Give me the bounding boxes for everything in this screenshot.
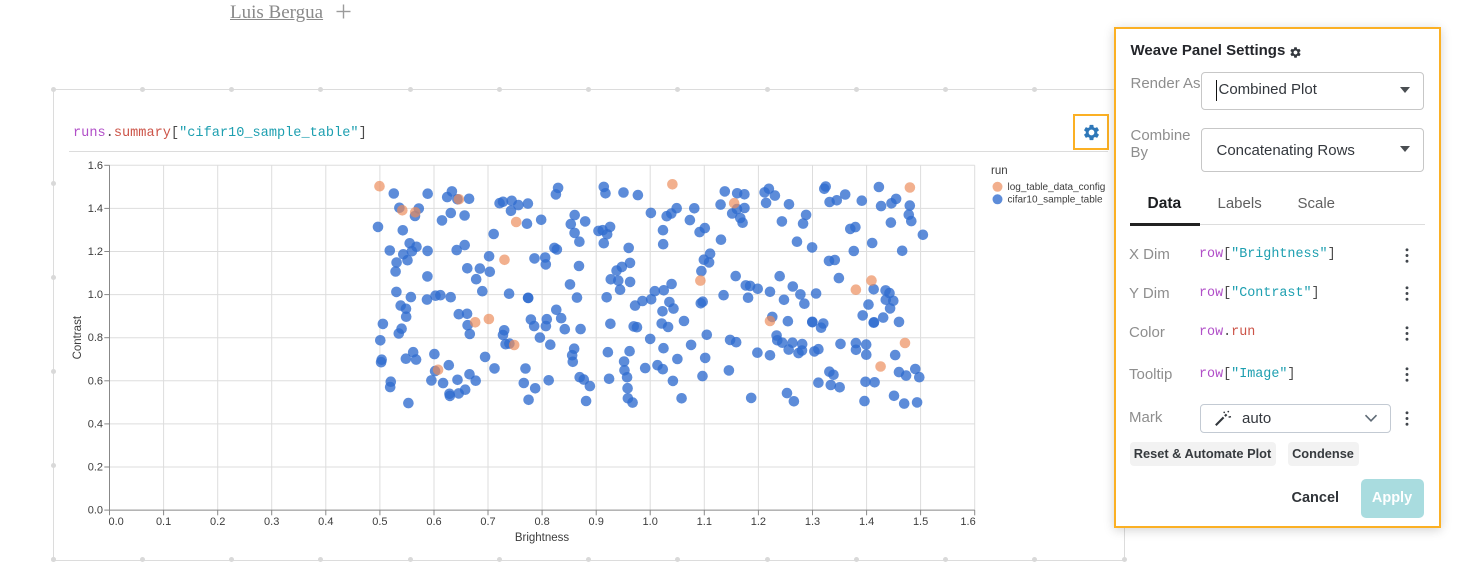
svg-text:1.1: 1.1 xyxy=(697,516,712,528)
svg-text:1.2: 1.2 xyxy=(751,516,766,528)
svg-text:1.5: 1.5 xyxy=(913,516,928,528)
svg-text:0.3: 0.3 xyxy=(264,516,279,528)
svg-text:0.5: 0.5 xyxy=(372,516,387,528)
svg-text:Contrast: Contrast xyxy=(72,315,84,359)
svg-text:cifar10_sample_table: cifar10_sample_table xyxy=(1008,195,1103,206)
svg-text:0.7: 0.7 xyxy=(480,516,495,528)
svg-text:0.0: 0.0 xyxy=(109,516,124,528)
svg-text:run: run xyxy=(991,165,1008,177)
svg-text:0.0: 0.0 xyxy=(88,505,103,517)
svg-text:0.9: 0.9 xyxy=(589,516,604,528)
svg-text:1.6: 1.6 xyxy=(960,516,975,528)
svg-text:1.4: 1.4 xyxy=(859,516,874,528)
svg-text:Brightness: Brightness xyxy=(515,532,570,544)
svg-text:log_table_data_config: log_table_data_config xyxy=(1008,182,1106,193)
svg-text:0.2: 0.2 xyxy=(210,516,225,528)
svg-text:1.6: 1.6 xyxy=(88,160,103,172)
svg-text:1.2: 1.2 xyxy=(88,246,103,258)
svg-text:1.0: 1.0 xyxy=(88,289,103,301)
svg-text:0.4: 0.4 xyxy=(88,418,103,430)
svg-text:1.4: 1.4 xyxy=(88,203,103,215)
svg-text:0.4: 0.4 xyxy=(318,516,333,528)
svg-text:0.6: 0.6 xyxy=(88,375,103,387)
svg-text:0.2: 0.2 xyxy=(88,462,103,474)
svg-text:1.3: 1.3 xyxy=(805,516,820,528)
svg-text:0.8: 0.8 xyxy=(88,332,103,344)
svg-text:0.8: 0.8 xyxy=(534,516,549,528)
svg-text:1.0: 1.0 xyxy=(643,516,658,528)
svg-text:0.6: 0.6 xyxy=(426,516,441,528)
svg-text:0.1: 0.1 xyxy=(156,516,171,528)
